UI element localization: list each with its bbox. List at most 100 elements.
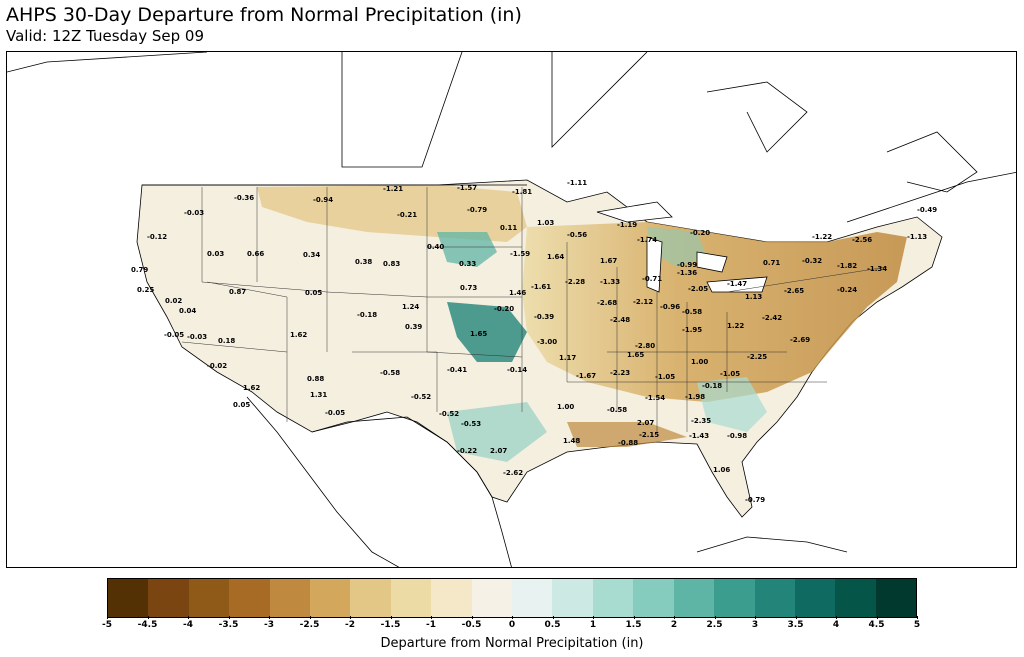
colorbar-tick-mark bbox=[188, 616, 189, 619]
colorbar-tick-mark bbox=[917, 616, 918, 619]
station-value: -2.12 bbox=[633, 298, 653, 306]
valid-time-subtitle: Valid: 12Z Tuesday Sep 09 bbox=[6, 27, 205, 45]
station-value: -1.19 bbox=[617, 221, 637, 229]
colorbar-cell bbox=[269, 579, 311, 617]
colorbar-cell bbox=[431, 579, 472, 617]
station-value: -1.59 bbox=[510, 250, 530, 258]
station-value: -1.67 bbox=[576, 372, 596, 380]
cuba-coast bbox=[696, 536, 848, 553]
station-value: -0.98 bbox=[727, 432, 747, 440]
colorbar-cell bbox=[310, 579, 351, 617]
station-value: -1.54 bbox=[645, 394, 665, 402]
station-value: -0.79 bbox=[467, 206, 487, 214]
colorbar-tick-mark bbox=[512, 616, 513, 619]
colorbar-tick-label: 4.5 bbox=[868, 620, 885, 630]
colorbar-tick-label: 1.5 bbox=[625, 620, 642, 630]
colorbar-cell bbox=[714, 579, 755, 617]
station-value: -0.05 bbox=[325, 409, 345, 417]
station-value: -0.49 bbox=[917, 206, 937, 214]
station-value: -1.82 bbox=[837, 262, 857, 270]
station-value: -1.22 bbox=[812, 233, 832, 241]
station-value: -0.53 bbox=[461, 420, 481, 428]
station-value: 0.18 bbox=[218, 337, 235, 345]
station-value: -0.02 bbox=[207, 362, 227, 370]
colorbar-tick-mark bbox=[350, 616, 351, 619]
station-value: -2.05 bbox=[688, 285, 708, 293]
station-value: 1.65 bbox=[470, 330, 487, 338]
station-value: -2.23 bbox=[610, 369, 630, 377]
colorbar-tick-mark bbox=[269, 616, 270, 619]
station-value: -1.61 bbox=[531, 283, 551, 291]
colorbar-tick-label: 3.5 bbox=[787, 620, 804, 630]
station-value: -2.68 bbox=[597, 299, 617, 307]
colorbar-tick-label: 3 bbox=[751, 620, 759, 630]
colorbar-tick-mark bbox=[431, 616, 432, 619]
station-value: 1.65 bbox=[627, 351, 644, 359]
colorbar-cell bbox=[754, 579, 795, 617]
colorbar-tick-label: -3.5 bbox=[218, 620, 239, 630]
station-value: 0.34 bbox=[303, 251, 320, 259]
colorbar-cell bbox=[471, 579, 513, 617]
station-value: 0.71 bbox=[763, 259, 780, 267]
dry-plains-region bbox=[257, 185, 527, 242]
station-value: 0.05 bbox=[305, 289, 322, 297]
station-value: -0.21 bbox=[397, 211, 417, 219]
station-value: -1.57 bbox=[457, 184, 477, 192]
colorbar-tick-label: 4 bbox=[832, 620, 840, 630]
station-value: -0.96 bbox=[660, 303, 680, 311]
station-value: 0.73 bbox=[460, 284, 477, 292]
station-value: -1.74 bbox=[637, 236, 657, 244]
colorbar-cell bbox=[512, 579, 553, 617]
station-value: 0.79 bbox=[131, 266, 148, 274]
wet-texas-region bbox=[447, 402, 547, 462]
station-value: 2.07 bbox=[490, 447, 507, 455]
colorbar-tick-label: -0.5 bbox=[461, 620, 482, 630]
station-value: -0.58 bbox=[682, 308, 702, 316]
station-value: -0.20 bbox=[690, 229, 710, 237]
station-value: 1.22 bbox=[727, 322, 744, 330]
wet-nebraska-region bbox=[437, 232, 497, 267]
colorbar-tick-label: -4 bbox=[183, 620, 193, 630]
colorbar-cell bbox=[552, 579, 593, 617]
colorbar-cell bbox=[390, 579, 432, 617]
station-value: -0.94 bbox=[313, 196, 333, 204]
colorbar-tick-label: -2.5 bbox=[299, 620, 320, 630]
colorbar-tick-label: -3 bbox=[264, 620, 274, 630]
station-value: 0.03 bbox=[207, 250, 224, 258]
colorbar-cell bbox=[148, 579, 189, 617]
wet-michigan-region bbox=[647, 227, 707, 267]
map-canvas: -0.03 -0.36 -0.94 -1.21 -1.57 -1.81 -1.11 -0.21… bbox=[7, 52, 1016, 567]
station-value: -2.56 bbox=[852, 236, 872, 244]
station-value: -0.52 bbox=[411, 393, 431, 401]
station-value: 1.31 bbox=[310, 391, 327, 399]
state-borders bbox=[181, 187, 888, 432]
colorbar-tick-label: -2 bbox=[345, 620, 355, 630]
station-value: -0.18 bbox=[702, 382, 722, 390]
station-value: 1.46 bbox=[509, 289, 526, 297]
station-value: -1.47 bbox=[727, 280, 747, 288]
mexico-coast bbox=[246, 396, 512, 567]
station-value: -1.21 bbox=[383, 185, 403, 193]
colorbar-tick-label: -1 bbox=[426, 620, 436, 630]
station-value: -0.14 bbox=[507, 366, 527, 374]
colorbar-cell bbox=[875, 579, 917, 617]
station-value: -0.03 bbox=[184, 209, 204, 217]
station-value: -2.80 bbox=[635, 342, 655, 350]
station-value: -2.48 bbox=[610, 316, 630, 324]
station-value: -2.65 bbox=[784, 287, 804, 295]
station-value: -0.58 bbox=[607, 406, 627, 414]
colorbar-tick-mark bbox=[309, 616, 311, 619]
map-title: AHPS 30-Day Departure from Normal Precip… bbox=[6, 4, 522, 26]
station-value: 1.67 bbox=[600, 257, 617, 265]
colorbar-tick-label: 0 bbox=[508, 620, 516, 630]
station-value: -2.62 bbox=[503, 469, 523, 477]
station-value: -1.98 bbox=[685, 393, 705, 401]
station-value: -0.18 bbox=[357, 311, 377, 319]
station-value: -0.58 bbox=[380, 369, 400, 377]
station-value: 1.00 bbox=[691, 358, 708, 366]
station-value: -1.36 bbox=[677, 269, 697, 277]
colorbar-tick-mark bbox=[755, 616, 756, 619]
colorbar-cell bbox=[592, 579, 634, 617]
station-value: 2.07 bbox=[637, 419, 654, 427]
colorbar-cell bbox=[188, 579, 230, 617]
